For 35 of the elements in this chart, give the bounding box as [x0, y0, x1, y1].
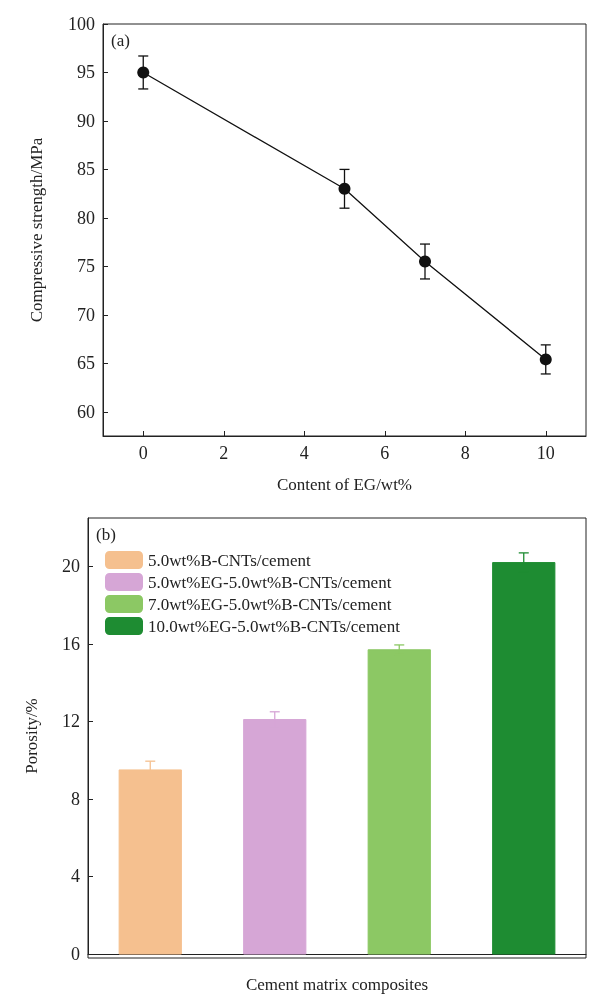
annotation: (b) — [96, 525, 116, 544]
y-tick-label: 16 — [62, 633, 80, 654]
y-tick-label: 20 — [62, 556, 80, 577]
x-tick-label: 2 — [219, 443, 229, 463]
y-tick-label: 12 — [62, 711, 80, 732]
point — [137, 66, 150, 79]
annotation: (a) — [111, 31, 130, 50]
y-tick-label: 95 — [77, 62, 95, 83]
legend-label: 10.0wt%EG-5.0wt%B-CNTs/cement — [148, 616, 401, 636]
point — [338, 182, 351, 195]
legend-label: 7.0wt%EG-5.0wt%B-CNTs/cement — [148, 594, 392, 614]
y-tick-label: 4 — [71, 866, 80, 887]
y-tick-label: 8 — [71, 788, 80, 809]
x-tick-label: 0 — [138, 443, 148, 463]
legend-label: 5.0wt%EG-5.0wt%B-CNTs/cement — [148, 572, 392, 592]
y-tick-label: 90 — [77, 110, 95, 131]
x-tick-label: 8 — [460, 443, 470, 463]
x-tick-label: 4 — [299, 443, 309, 463]
y-axis-title: Compressive strength/MPa — [27, 137, 46, 323]
y-tick-label: 75 — [77, 256, 95, 277]
y-axis-title: Porosity/% — [22, 698, 41, 774]
x-axis-title: Cement matrix composites — [245, 975, 429, 994]
x-axis-title: Content of EG/wt% — [276, 475, 413, 494]
y-tick-label: 80 — [77, 207, 95, 228]
y-tick-label: 100 — [68, 14, 95, 34]
y-tick-label: 85 — [77, 159, 95, 180]
x-tick-label: 6 — [380, 443, 390, 463]
point — [419, 255, 431, 268]
x-tick-label: 10 — [536, 443, 555, 463]
y-tick-label: 70 — [77, 304, 95, 325]
y-tick-label: 65 — [77, 353, 95, 374]
y-tick-label: 0 — [71, 944, 80, 964]
legend-label: 5.0wt%B-CNTs/cement — [148, 550, 311, 570]
y-tick-label: 60 — [77, 401, 95, 422]
point — [539, 353, 552, 366]
